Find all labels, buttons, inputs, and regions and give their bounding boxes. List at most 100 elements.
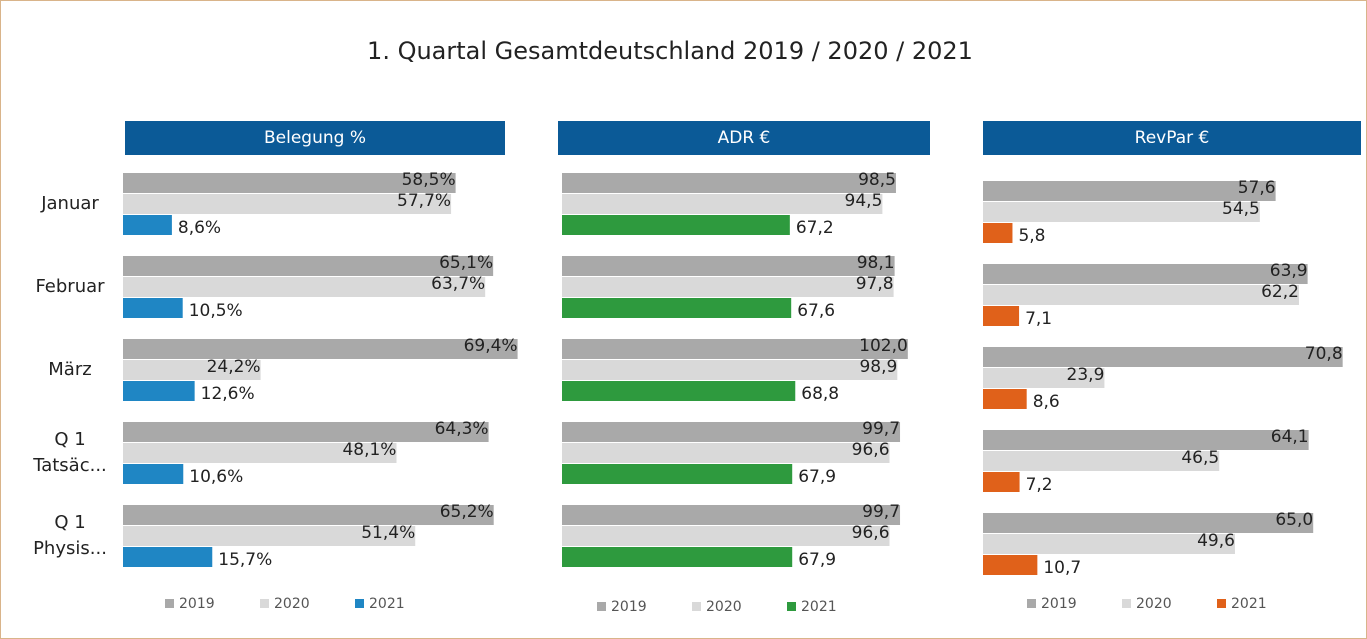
bar [983, 555, 1038, 575]
bar [983, 430, 1309, 450]
bar [123, 256, 494, 276]
bar [123, 215, 172, 235]
value-label: 23,9 [1067, 365, 1105, 385]
panel-header [983, 121, 1361, 155]
bar [123, 194, 452, 214]
bar [983, 451, 1220, 471]
legend-label: 2020 [706, 599, 742, 615]
value-label: 15,7% [218, 550, 272, 570]
value-label: 10,6% [189, 467, 243, 487]
bar [562, 547, 793, 567]
legend-swatch [1217, 599, 1226, 608]
bar [562, 339, 908, 359]
value-label: 10,7 [1043, 558, 1081, 578]
chart-title: 1. Quartal Gesamtdeutschland 2019 / 2020… [367, 37, 973, 65]
legend-swatch [1027, 599, 1036, 608]
value-label: 12,6% [201, 384, 255, 404]
bar [562, 422, 901, 442]
bar [983, 472, 1020, 492]
category-label: Q 1 Physis... [33, 512, 107, 559]
value-label: 97,8 [856, 274, 894, 294]
bar [983, 264, 1308, 284]
legend-swatch [787, 602, 796, 611]
bar [983, 223, 1013, 243]
value-label: 65,1% [439, 253, 493, 273]
bar [562, 173, 896, 193]
bar [562, 256, 895, 276]
value-label: 24,2% [207, 357, 261, 377]
bar [562, 215, 790, 235]
bar [983, 534, 1235, 554]
bar [562, 381, 796, 401]
legend-label: 2019 [611, 599, 647, 615]
bar [123, 339, 518, 359]
bar [983, 181, 1276, 201]
value-label: 99,7 [862, 502, 900, 522]
value-label: 57,7% [397, 191, 451, 211]
bar [562, 464, 793, 484]
value-label: 67,2 [796, 218, 834, 238]
bar [562, 360, 898, 380]
panel-header [558, 121, 930, 155]
value-label: 67,6 [797, 301, 835, 321]
legend-label: 2021 [1231, 596, 1267, 612]
category-label: März [48, 359, 92, 380]
bar [983, 368, 1105, 388]
bar [123, 173, 456, 193]
value-label: 67,9 [798, 550, 836, 570]
category-label: Januar [41, 193, 99, 214]
legend-label: 2019 [1041, 596, 1077, 612]
bar [983, 306, 1020, 326]
value-label: 51,4% [361, 523, 415, 543]
value-label: 63,9 [1270, 261, 1308, 281]
value-label: 65,0 [1275, 510, 1313, 530]
value-label: 96,6 [852, 440, 890, 460]
panel-title: ADR € [718, 128, 771, 148]
value-label: 7,2 [1026, 475, 1053, 495]
bar [123, 422, 489, 442]
legend-swatch [597, 602, 606, 611]
legend-swatch [1122, 599, 1131, 608]
category-label: Februar [35, 276, 105, 297]
bar [123, 360, 261, 380]
legend-swatch [355, 599, 364, 608]
bar [562, 526, 890, 546]
value-label: 54,5 [1222, 199, 1260, 219]
value-label: 98,9 [859, 357, 897, 377]
bar [123, 443, 397, 463]
value-label: 68,8 [801, 384, 839, 404]
value-label: 64,1 [1271, 427, 1309, 447]
category-label: Q 1 Tatsäc... [33, 429, 107, 476]
bar [983, 347, 1343, 367]
bar [562, 298, 792, 318]
value-label: 46,5 [1181, 448, 1219, 468]
value-label: 7,1 [1025, 309, 1052, 329]
panel-title: Belegung % [264, 128, 366, 148]
bar [983, 202, 1260, 222]
bar [123, 505, 494, 525]
legend-label: 2019 [179, 596, 215, 612]
value-label: 98,1 [857, 253, 895, 273]
bar [123, 381, 195, 401]
value-label: 67,9 [798, 467, 836, 487]
bar [123, 298, 183, 318]
legend-label: 2020 [1136, 596, 1172, 612]
value-label: 69,4% [464, 336, 518, 356]
bar [562, 505, 901, 525]
value-label: 8,6% [178, 218, 221, 238]
bar [983, 389, 1027, 409]
legend-label: 2021 [369, 596, 405, 612]
value-label: 58,5% [402, 170, 456, 190]
legend-swatch [692, 602, 701, 611]
legend-label: 2021 [801, 599, 837, 615]
value-label: 5,8 [1018, 226, 1045, 246]
value-label: 99,7 [862, 419, 900, 439]
bar [562, 194, 883, 214]
bar [123, 526, 416, 546]
bar [123, 464, 184, 484]
value-label: 64,3% [435, 419, 489, 439]
value-label: 94,5 [845, 191, 883, 211]
legend-label: 2020 [274, 596, 310, 612]
value-label: 62,2 [1261, 282, 1299, 302]
